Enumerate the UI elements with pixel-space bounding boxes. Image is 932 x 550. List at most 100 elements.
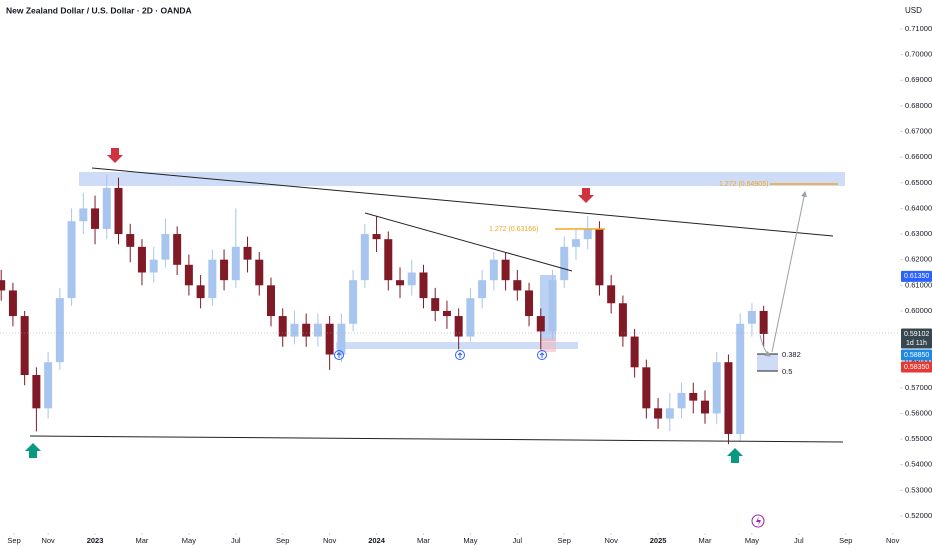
- path-arrow: [771, 190, 807, 353]
- candles: [0, 175, 768, 445]
- trendline: [91, 167, 834, 237]
- y-tick-label: 0.52000: [905, 511, 932, 520]
- x-tick-label: Nov: [604, 536, 618, 545]
- annotation: 1.272 (0.64905): [719, 181, 768, 188]
- candle-body: [161, 234, 170, 260]
- path-arrow: [759, 334, 771, 357]
- candle-body: [102, 187, 111, 229]
- candle-body: [32, 375, 41, 409]
- price-label: 0.58350: [904, 364, 929, 371]
- x-tick-label: May: [463, 536, 477, 545]
- candle-body: [736, 323, 745, 434]
- candle-body: [67, 221, 76, 299]
- candle-body: [513, 280, 522, 291]
- candle-body: [337, 323, 346, 355]
- x-tick-label: Jul: [513, 536, 523, 545]
- up-arrow: [727, 448, 743, 463]
- price-label: 0.59102: [904, 331, 929, 338]
- candle-body: [466, 298, 475, 337]
- x-tick-label: Nov: [886, 536, 900, 545]
- fib-zone: [757, 354, 778, 371]
- candle-body: [618, 303, 627, 337]
- x-tick-label: Nov: [41, 536, 55, 545]
- candle-body: [560, 246, 569, 281]
- candle-body: [712, 362, 721, 414]
- price-label-box: [901, 361, 932, 373]
- candle-body: [501, 259, 510, 281]
- y-tick-label: 0.60000: [905, 306, 932, 315]
- y-axis-label: USD: [905, 6, 922, 15]
- y-tick-label: 0.62000: [905, 255, 932, 264]
- candle-body: [44, 362, 53, 409]
- chart-title: New Zealand Dollar / U.S. Dollar · 2D · …: [6, 5, 192, 15]
- candle-body: [536, 316, 545, 332]
- x-tick-label: 2024: [368, 536, 386, 545]
- trendline: [29, 435, 844, 443]
- candle-body: [313, 323, 322, 337]
- stop-box: [540, 338, 556, 352]
- y-tick-label: 0.66000: [905, 152, 932, 161]
- candle-body: [278, 316, 287, 337]
- trendline: [364, 212, 573, 272]
- y-tick-label: 0.61000: [905, 280, 932, 289]
- drawings: 1.272 (0.63166) 1.272 (0.64905) 0.382 0.…: [0, 148, 900, 528]
- candle-body: [325, 323, 334, 355]
- candle-body: [114, 187, 123, 235]
- candle-body: [302, 323, 311, 337]
- y-tick-label: 0.64000: [905, 203, 932, 212]
- x-tick-label: Nov: [323, 536, 337, 545]
- y-tick-label: 0.54000: [905, 460, 932, 469]
- candle-body: [442, 310, 451, 317]
- candle-body: [360, 234, 369, 281]
- candle-body: [137, 246, 146, 273]
- candle-body: [255, 259, 264, 286]
- candle-body: [126, 234, 135, 247]
- candle-body: [548, 280, 557, 332]
- candle-body: [266, 285, 275, 317]
- x-tick-label: Mar: [417, 536, 430, 545]
- candle-body: [454, 316, 463, 337]
- candle-body: [243, 246, 252, 260]
- x-tick-label: 2025: [650, 536, 667, 545]
- y-tick-label: 0.67000: [905, 127, 932, 136]
- down-arrow: [578, 188, 594, 203]
- y-tick-label: 0.71000: [905, 24, 932, 33]
- candle-body: [677, 392, 686, 409]
- x-tick-label: Sep: [558, 536, 571, 545]
- candle-body: [642, 367, 651, 409]
- up-arrow: [25, 443, 41, 458]
- candle-body: [419, 272, 428, 299]
- candle-body: [220, 259, 229, 281]
- candle-body: [349, 280, 358, 324]
- y-tick-label: 0.57000: [905, 383, 932, 392]
- candle-body: [91, 208, 100, 229]
- y-tick-label: 0.53000: [905, 485, 932, 494]
- candle-body: [478, 280, 487, 299]
- price-label: 0.61350: [904, 273, 929, 280]
- candle-body: [525, 290, 534, 317]
- y-tick-label: 0.65000: [905, 178, 932, 187]
- candle-body: [607, 285, 616, 304]
- price-label-box: [901, 270, 932, 282]
- x-tick-label: Jul: [794, 536, 804, 545]
- x-tick-label: Sep: [839, 536, 852, 545]
- candle-body: [630, 336, 639, 368]
- candle-body: [571, 239, 580, 247]
- resistance-zone: [79, 172, 845, 186]
- price-label-box: [901, 328, 932, 349]
- candle-body: [184, 264, 193, 286]
- event-icon: [751, 514, 765, 528]
- countdown: 1d 11h: [906, 340, 927, 347]
- x-tick-label: May: [745, 536, 759, 545]
- candle-body: [724, 362, 733, 434]
- price-label: 0.58850: [904, 352, 929, 359]
- candle-body: [8, 290, 17, 317]
- price-label-box: [901, 349, 932, 361]
- candle-body: [489, 259, 498, 281]
- candle-body: [431, 298, 440, 311]
- candle-body: [173, 234, 182, 265]
- y-tick-label: 0.68000: [905, 101, 932, 110]
- candle-body: [196, 285, 205, 299]
